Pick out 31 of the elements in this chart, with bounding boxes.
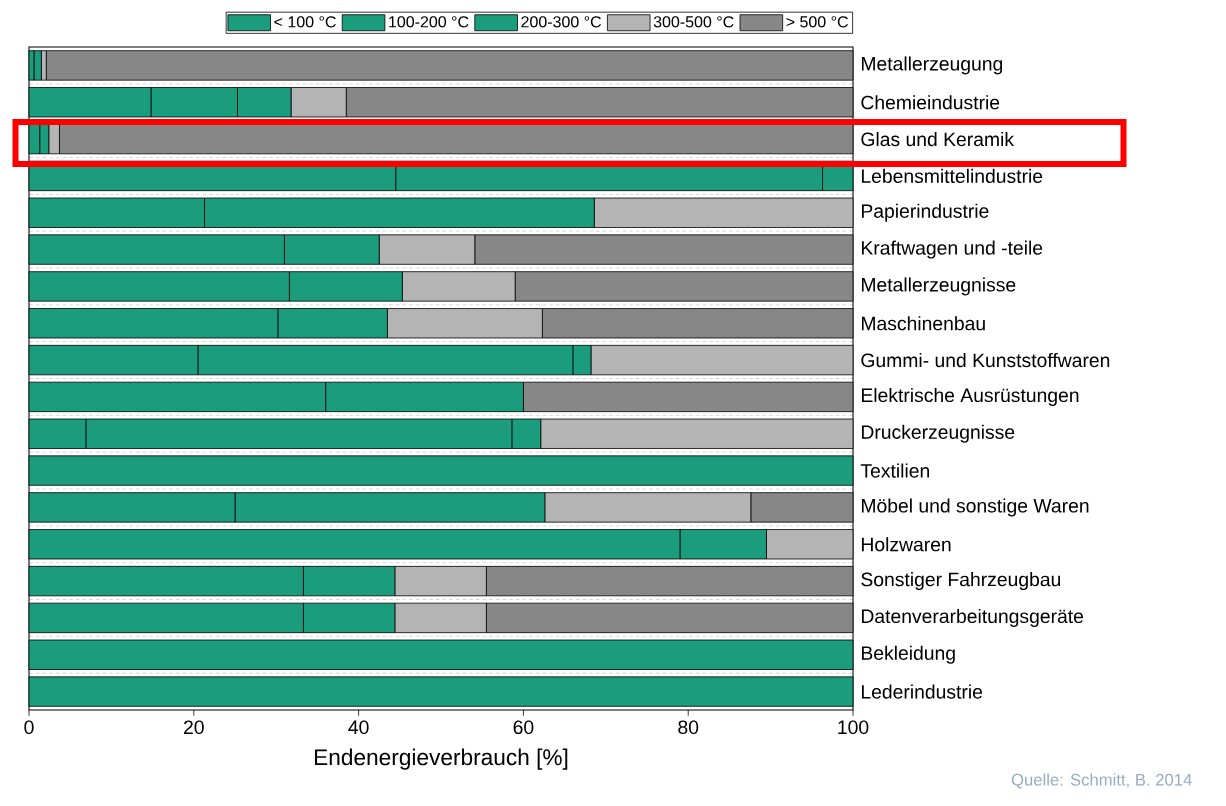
x-tick-label: 40 bbox=[348, 720, 369, 735]
legend-label: < 100 °C bbox=[274, 16, 336, 28]
y-tick-label: Maschinenbau bbox=[861, 316, 985, 331]
legend-label: > 500 °C bbox=[786, 16, 848, 28]
y-tick-label: Holzwaren bbox=[861, 537, 951, 552]
x-tick-label: 80 bbox=[678, 720, 699, 735]
y-tick-label: Lederindustrie bbox=[861, 684, 983, 699]
y-tick-label: Elektrische Ausrüstungen bbox=[861, 387, 1079, 406]
legend-label: 200-300 °C bbox=[521, 16, 602, 28]
y-tick-label: Bekleidung bbox=[861, 645, 955, 664]
x-tick-label: 0 bbox=[24, 720, 34, 735]
y-tick-label: Möbel und sonstige Waren bbox=[861, 498, 1089, 517]
y-tick-label: Datenverarbeitungsgeräte bbox=[861, 608, 1084, 627]
x-tick-label: 100 bbox=[838, 720, 869, 735]
y-tick-label: Druckerzeugnisse bbox=[861, 424, 1015, 443]
source-note: Quelle: Schmitt, B. 2014 bbox=[1011, 773, 1192, 789]
y-tick-label: Papierindustrie bbox=[861, 203, 989, 222]
y-tick-label: Metallerzeugung bbox=[861, 56, 1003, 75]
y-tick-label: Kraftwagen und -teile bbox=[861, 240, 1043, 259]
y-tick-label: Chemieindustrie bbox=[861, 95, 1000, 110]
x-tick-label: 20 bbox=[184, 720, 204, 735]
x-tick-label: 60 bbox=[513, 720, 534, 735]
legend-label: 300-500 °C bbox=[653, 16, 734, 28]
x-axis-title: Endenergieverbrauch [%] bbox=[314, 748, 568, 770]
legend-label: 100-200 °C bbox=[389, 16, 469, 28]
y-tick-label: Sonstiger Fahrzeugbau bbox=[861, 572, 1061, 591]
y-tick-label: Gummi- und Kunststoffwaren bbox=[861, 352, 1110, 368]
y-tick-label: Textilien bbox=[860, 463, 929, 478]
y-tick-label: Metallerzeugnisse bbox=[861, 277, 1016, 296]
y-tick-label: Lebensmittelindustrie bbox=[861, 168, 1043, 184]
y-tick-label: Glas und Keramik bbox=[861, 131, 1015, 147]
